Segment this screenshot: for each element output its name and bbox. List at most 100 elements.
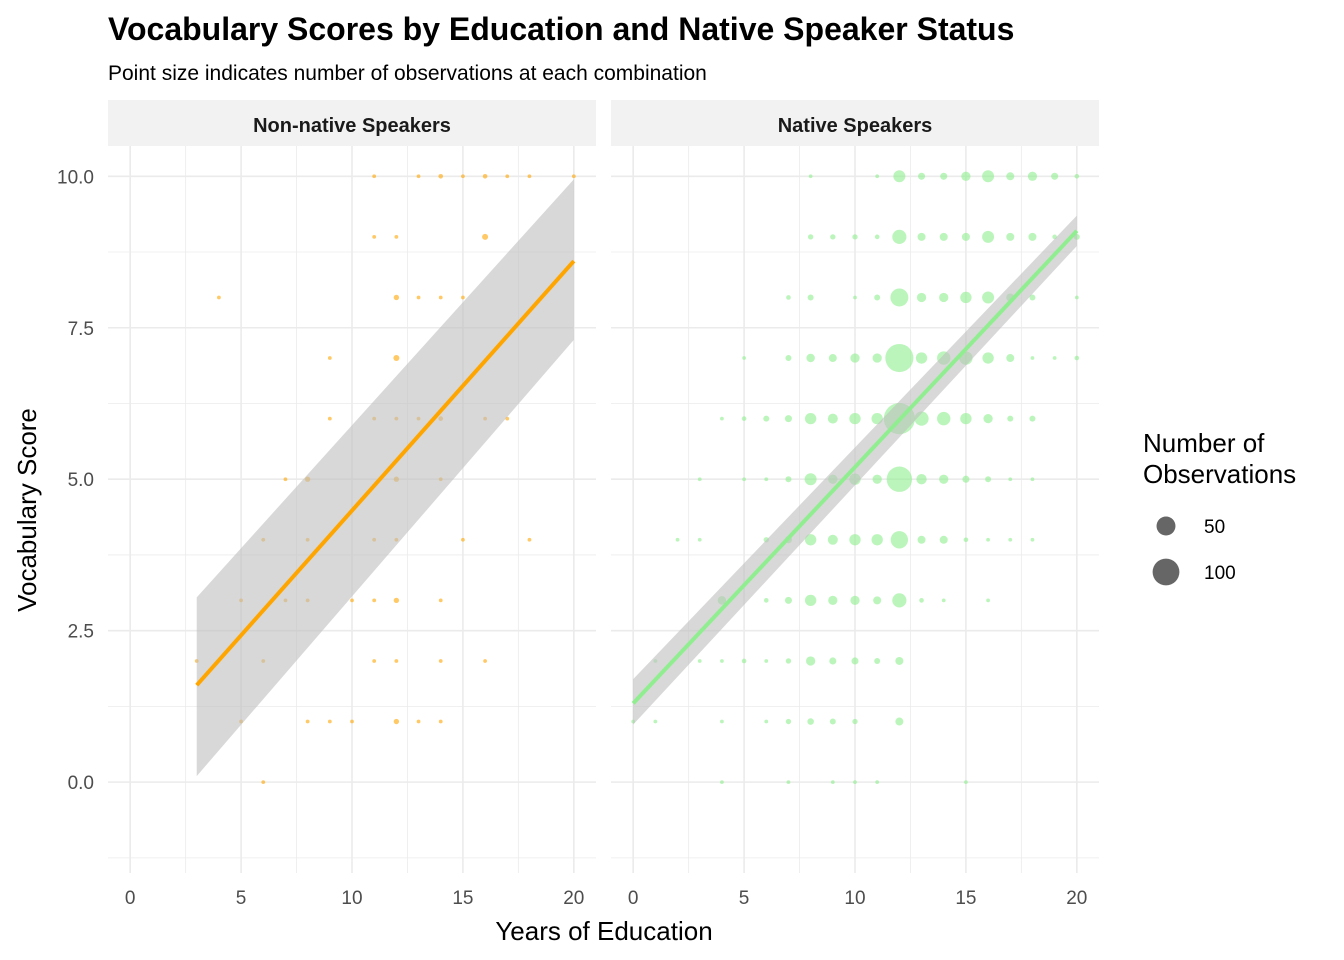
x-tick-label: 15 bbox=[955, 888, 976, 909]
legend-title-line2: Observations bbox=[1143, 459, 1296, 489]
data-points bbox=[631, 170, 1080, 785]
data-point bbox=[416, 719, 421, 724]
x-tick-label: 20 bbox=[563, 888, 584, 909]
data-point bbox=[874, 294, 881, 301]
chart-subtitle: Point size indicates number of observati… bbox=[108, 62, 707, 85]
data-point bbox=[917, 535, 926, 544]
data-point bbox=[327, 356, 332, 360]
data-point bbox=[886, 466, 913, 492]
data-point bbox=[416, 174, 421, 179]
data-point bbox=[784, 596, 792, 604]
data-point bbox=[893, 170, 906, 183]
data-point bbox=[827, 413, 838, 424]
data-point bbox=[939, 292, 949, 303]
data-point bbox=[461, 295, 465, 300]
data-point bbox=[1029, 294, 1036, 301]
data-point bbox=[982, 291, 995, 304]
x-axis-title: Years of Education bbox=[495, 916, 712, 946]
data-point bbox=[1074, 355, 1080, 361]
data-point bbox=[653, 719, 658, 724]
data-point bbox=[764, 659, 769, 663]
data-point bbox=[764, 477, 769, 482]
data-point bbox=[1006, 232, 1015, 241]
data-point bbox=[1008, 477, 1013, 482]
data-point bbox=[828, 354, 837, 363]
chart-title: Vocabulary Scores by Education and Nativ… bbox=[108, 11, 1014, 47]
data-point bbox=[697, 477, 702, 482]
y-axis-title: Vocabulary Score bbox=[12, 408, 42, 612]
data-point bbox=[917, 232, 926, 241]
facet-strip-label: Native Speakers bbox=[778, 115, 933, 137]
legend-key-circle bbox=[1152, 558, 1180, 586]
y-tick-label: 0.0 bbox=[68, 773, 94, 794]
data-point bbox=[806, 353, 815, 363]
data-point bbox=[784, 415, 792, 423]
regression-line bbox=[631, 229, 1079, 705]
data-point bbox=[1030, 477, 1035, 482]
data-point bbox=[852, 234, 858, 240]
data-point bbox=[849, 534, 861, 546]
data-point bbox=[393, 294, 400, 301]
data-point bbox=[982, 230, 995, 243]
data-point bbox=[830, 780, 835, 785]
data-point bbox=[741, 416, 747, 421]
y-tick-label: 7.5 bbox=[68, 319, 94, 340]
data-point bbox=[807, 718, 814, 725]
data-point bbox=[961, 171, 971, 181]
gridlines bbox=[611, 146, 1099, 873]
data-point bbox=[986, 537, 990, 542]
size-legend: Number of Observations 50 100 bbox=[1143, 428, 1296, 586]
data-point bbox=[261, 780, 266, 785]
data-point bbox=[885, 343, 914, 373]
data-point bbox=[1030, 537, 1035, 542]
data-point bbox=[1008, 537, 1013, 542]
x-axis: 0 5 10 15 20 0 5 10 15 20 bbox=[125, 888, 1087, 909]
facet-strip bbox=[611, 100, 1099, 146]
x-tick-label: 10 bbox=[341, 888, 362, 909]
data-point bbox=[853, 780, 857, 785]
data-point bbox=[982, 170, 995, 183]
data-point bbox=[505, 174, 510, 179]
data-point bbox=[327, 416, 332, 421]
data-point bbox=[875, 780, 880, 785]
y-tick-label: 2.5 bbox=[68, 622, 94, 643]
data-point bbox=[461, 537, 465, 542]
data-point bbox=[895, 656, 904, 665]
x-tick-label: 0 bbox=[125, 888, 136, 909]
data-point bbox=[350, 719, 354, 724]
data-point bbox=[720, 416, 724, 421]
data-point bbox=[939, 474, 949, 484]
data-point bbox=[394, 659, 399, 663]
data-point bbox=[438, 295, 443, 300]
data-point bbox=[1006, 354, 1015, 363]
data-point bbox=[1052, 356, 1057, 360]
data-point bbox=[874, 657, 881, 664]
data-point bbox=[785, 476, 792, 483]
data-point bbox=[871, 534, 883, 546]
data-point bbox=[829, 657, 837, 665]
facet-strip-label: Non-native Speakers bbox=[253, 115, 451, 137]
data-point bbox=[895, 717, 904, 726]
legend-key-circle bbox=[1156, 516, 1176, 536]
data-point bbox=[763, 598, 769, 603]
data-point bbox=[1029, 415, 1036, 422]
data-point bbox=[937, 411, 951, 426]
data-point bbox=[849, 412, 861, 425]
y-tick-label: 10.0 bbox=[57, 167, 94, 188]
data-point bbox=[763, 415, 770, 422]
data-point bbox=[571, 174, 576, 179]
x-tick-label: 20 bbox=[1066, 888, 1087, 909]
y-tick-label: 5.0 bbox=[68, 470, 94, 491]
data-point bbox=[890, 531, 909, 549]
data-point bbox=[852, 718, 858, 725]
legend-title-line1: Number of bbox=[1143, 428, 1265, 458]
data-point bbox=[804, 594, 817, 607]
confidence-ribbon bbox=[196, 179, 574, 777]
data-point bbox=[827, 534, 838, 545]
data-point bbox=[853, 295, 857, 300]
data-point bbox=[982, 352, 994, 364]
data-point bbox=[961, 232, 970, 241]
data-point bbox=[892, 593, 907, 608]
data-point bbox=[482, 233, 489, 240]
data-point bbox=[807, 294, 814, 301]
